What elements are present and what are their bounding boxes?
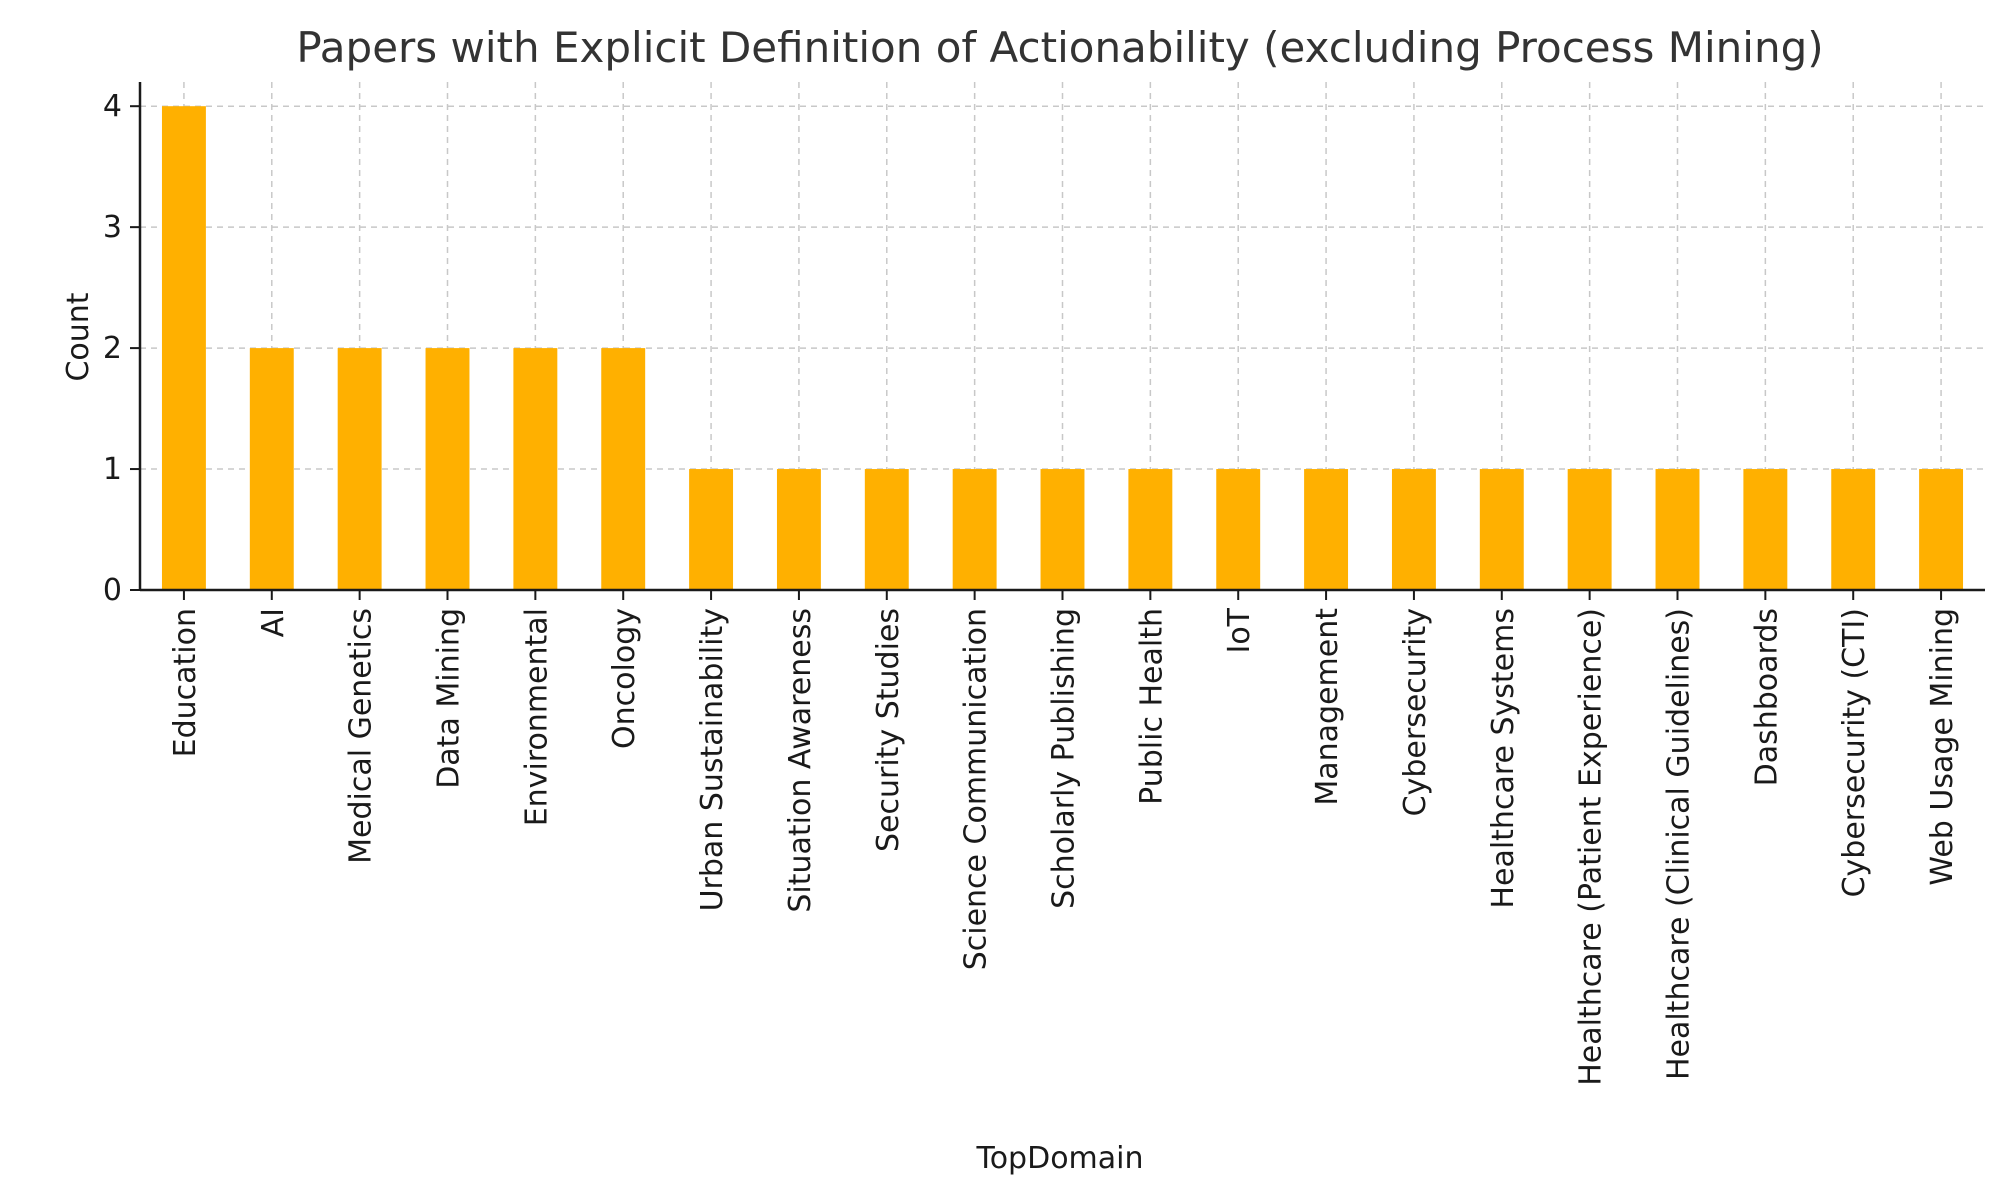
x-tick-label: Situation Awareness [783,608,818,913]
x-tick-label: Healthcare (Patient Experience) [1574,608,1609,1086]
bar [776,469,821,590]
bar [864,469,909,590]
x-tick-label: IoT [1222,607,1257,653]
y-tick-layer: 0 1 2 3 4 [103,89,140,608]
bar [1919,469,1964,590]
x-tick-label: Environmental [519,608,554,826]
bar [425,348,470,590]
y-tick-label: 2 [103,331,122,366]
bar [1216,469,1261,590]
x-tick-label: Data Mining [432,608,467,789]
x-tick-label: Security Studies [871,608,906,852]
x-tick-label: Education [168,608,203,757]
bar [161,106,206,590]
y-axis-label: Count [61,292,96,381]
bar [1743,469,1788,590]
x-axis-label: TopDomain [975,1141,1143,1176]
bar [1831,469,1876,590]
x-tick-label: Oncology [607,608,642,749]
y-tick-label: 3 [103,210,122,245]
bar [601,348,646,590]
bar [337,348,382,590]
y-tick-label: 0 [103,573,122,608]
x-tick-label: Management [1310,608,1345,806]
chart-title: Papers with Explicit Definition of Actio… [296,23,1823,72]
bar [1655,469,1700,590]
x-tick-label: Healthcare Systems [1486,608,1521,909]
x-tick-label: Medical Genetics [344,608,379,864]
x-tick-label: Urban Sustainability [695,608,730,911]
bar [1479,469,1524,590]
bar [1567,469,1612,590]
x-tick-label: Healthcare (Clinical Guidelines) [1662,608,1697,1080]
x-tick-label: Scholarly Publishing [1047,608,1082,909]
y-tick-label: 4 [103,89,122,124]
x-tick-label: Cybersecurity (CTI) [1837,608,1872,897]
bar-layer [161,106,1964,590]
bar [249,348,294,590]
x-tick-label: Cybersecurity [1398,608,1433,816]
x-tick-label: Science Communication [959,608,994,970]
x-tick-label: AI [256,608,291,637]
x-tick-label: Dashboards [1749,608,1784,786]
bar [1128,469,1173,590]
x-tick-layer: Education AI Medical Genetics Data Mining En… [168,590,1960,1086]
bar [1304,469,1349,590]
bar [952,469,997,590]
x-tick-label: Public Health [1134,608,1169,805]
y-tick-label: 1 [103,452,122,487]
bar [513,348,558,590]
bar [689,469,734,590]
x-tick-label: Web Usage Mining [1925,608,1960,886]
bar [1040,469,1085,590]
bar [1391,469,1436,590]
